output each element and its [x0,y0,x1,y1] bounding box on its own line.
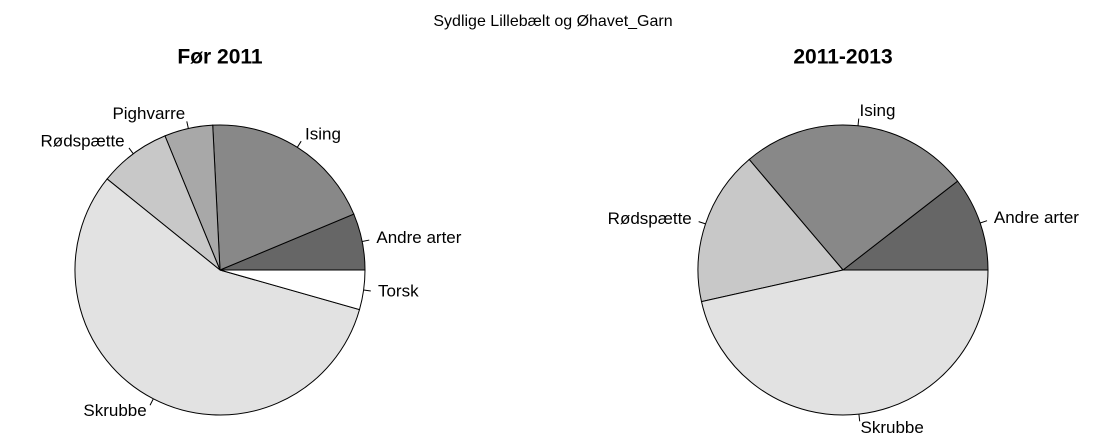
slice-label: Pighvarre [112,104,185,123]
pie-slice [841,180,989,271]
pie-slice [697,158,844,303]
pie-slice [700,269,989,416]
slice-label: Skrubbe [83,401,146,420]
slice-label: Torsk [378,281,419,300]
pie-slice [748,124,959,271]
pie-title: Før 2011 [177,46,263,69]
label-tick [857,118,860,126]
label-tick [858,414,861,422]
chart-title: Sydlige Lillebælt og Øhavet_Garn [433,13,672,30]
label-tick [128,147,134,155]
label-tick [698,221,706,225]
label-tick [149,398,154,406]
slice-label: Andre arter [376,228,461,247]
label-tick [363,289,371,292]
label-tick [980,220,988,224]
slice-label: Skrubbe [861,418,924,437]
slice-label: Andre arter [994,208,1079,227]
slice-label: Rødspætte [608,209,692,228]
label-tick [362,239,370,242]
pie-title: 2011-2013 [793,46,892,69]
label-tick [186,121,189,129]
slice-label: Rødspætte [41,132,125,151]
label-tick [296,140,302,148]
slice-label: Ising [305,125,341,144]
slice-label: Ising [860,101,896,120]
